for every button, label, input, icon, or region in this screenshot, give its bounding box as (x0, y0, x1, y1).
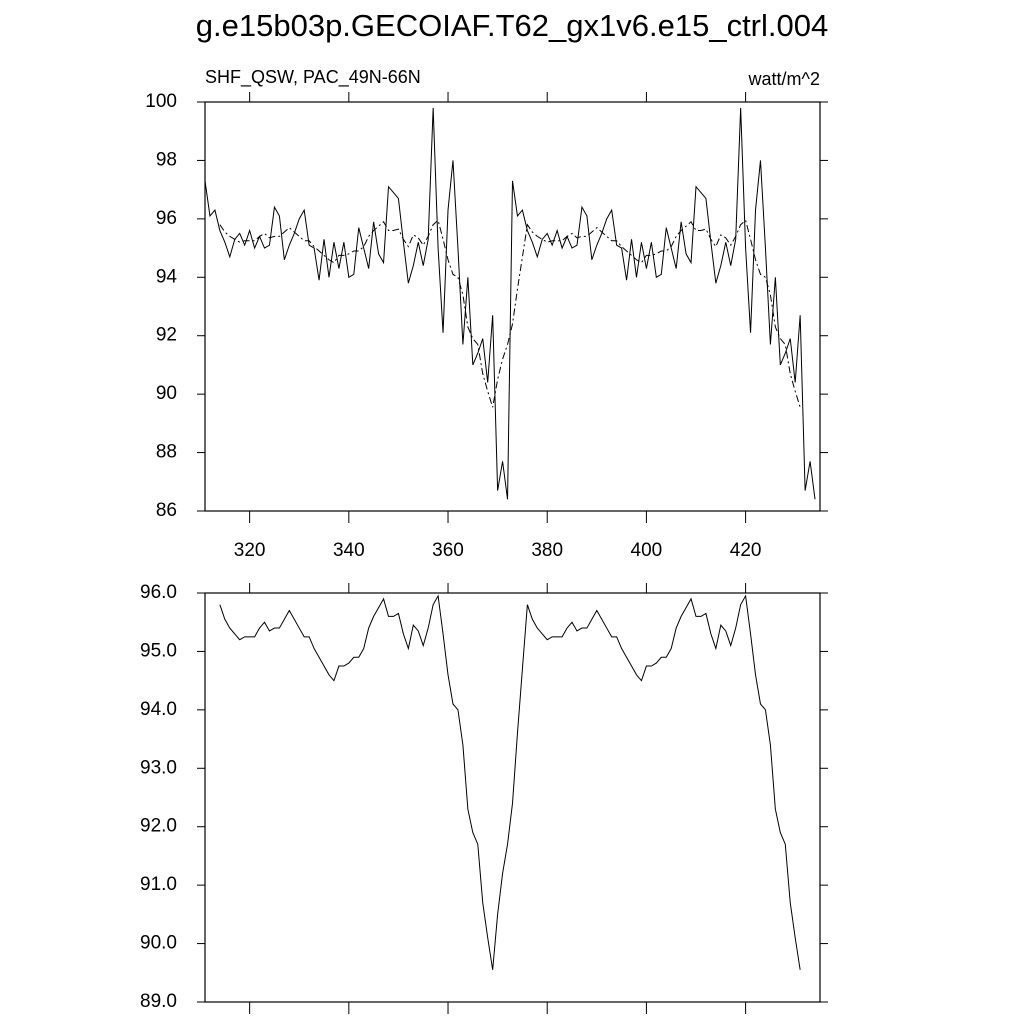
chart-title: g.e15b03p.GECOIAF.T62_gx1v6.e15_ctrl.004 (196, 8, 828, 43)
y-tick-label: 100 (145, 91, 177, 112)
x-tick-label: 400 (631, 540, 663, 561)
x-tick-label: 420 (730, 540, 762, 561)
y-tick-label: 94.0 (140, 699, 177, 720)
data-line (219, 594, 801, 970)
y-tick-label: 90 (156, 383, 177, 404)
data-line (204, 107, 816, 500)
subtitle-right: watt/m^2 (748, 69, 820, 89)
y-tick-label: 96 (156, 208, 177, 229)
plot-frame (204, 592, 821, 1003)
y-tick-label: 93.0 (140, 757, 177, 778)
y-tick-label: 95.0 (140, 640, 177, 661)
y-tick-label: 92 (156, 325, 177, 346)
y-tick-label: 98 (156, 149, 177, 170)
x-tick-label: 360 (432, 540, 464, 561)
y-tick-label: 91.0 (140, 874, 177, 895)
y-tick-label: 89.0 (140, 991, 177, 1012)
y-tick-label: 96.0 (140, 582, 177, 603)
y-tick-label: 86 (156, 500, 177, 521)
x-tick-label: 320 (234, 540, 266, 561)
y-tick-label: 94 (156, 266, 178, 287)
x-tick-label: 340 (333, 540, 365, 561)
plot-frame (204, 101, 821, 512)
y-tick-label: 88 (156, 442, 177, 463)
subtitle-left: SHF_QSW, PAC_49N-66N (205, 67, 421, 88)
y-tick-label: 90.0 (140, 933, 177, 954)
data-line (219, 219, 801, 408)
x-tick-label: 380 (531, 540, 563, 561)
y-tick-label: 92.0 (140, 816, 177, 837)
